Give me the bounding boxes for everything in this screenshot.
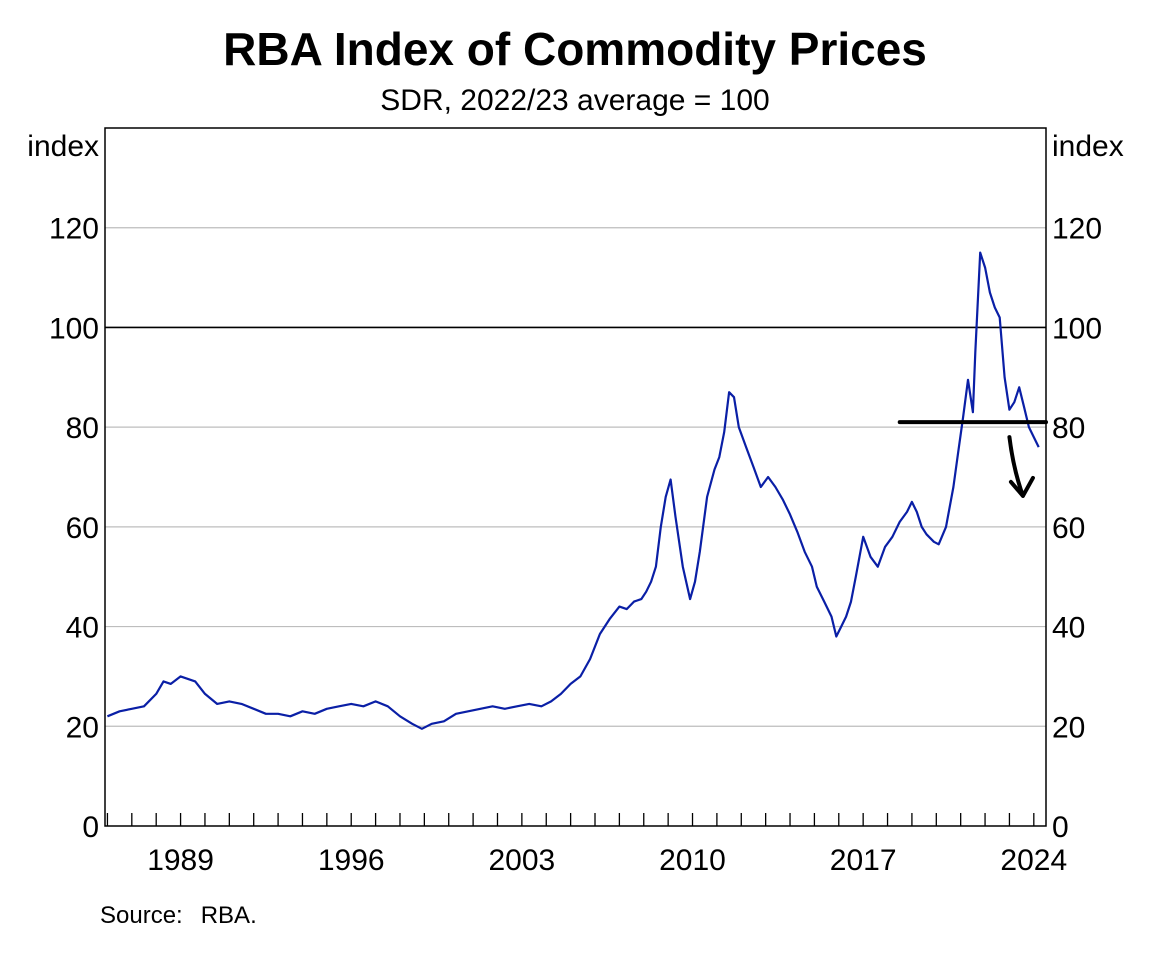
source-value: RBA.	[200, 902, 257, 929]
x-label-1996: 1996	[318, 844, 385, 877]
y-tick-right-20: 20	[1052, 711, 1085, 744]
y-tick-right-100: 100	[1052, 312, 1102, 345]
y-tick-left-60: 60	[66, 512, 99, 545]
x-label-2017: 2017	[830, 844, 897, 877]
y-tick-right-0: 0	[1052, 811, 1069, 844]
y-tick-right-80: 80	[1052, 412, 1085, 445]
chart-title: RBA Index of Commodity Prices	[223, 23, 927, 75]
plot-frame	[104, 127, 1047, 827]
gridlines	[105, 227, 1046, 727]
source-label: Source:	[100, 902, 183, 929]
annotations	[897, 420, 1048, 498]
x-label-2010: 2010	[659, 844, 726, 877]
source-note: Source: RBA.	[100, 902, 257, 930]
x-label-1989: 1989	[147, 844, 214, 877]
y-tick-left-100: 100	[49, 312, 99, 345]
y-tick-left-0: 0	[82, 811, 99, 844]
series-layer	[106, 251, 1040, 730]
y-axis-right-labels: 0 20 40 60 80 100 120	[1052, 213, 1102, 844]
chart-subtitle: SDR, 2022/23 average = 100	[380, 84, 770, 117]
x-label-2024: 2024	[1000, 844, 1067, 877]
x-axis-labels: 1989 1996 2003 2010 2017 2024	[147, 844, 1067, 877]
y-tick-left-80: 80	[66, 412, 99, 445]
y-tick-right-60: 60	[1052, 512, 1085, 545]
x-axis-ticks	[106, 813, 1035, 826]
y-tick-left-120: 120	[49, 213, 99, 246]
y-axis-right-unit: index	[1052, 130, 1124, 163]
y-tick-right-40: 40	[1052, 612, 1085, 645]
series-line-commodity-index	[106, 251, 1040, 730]
x-label-2003: 2003	[488, 844, 555, 877]
y-tick-right-120: 120	[1052, 213, 1102, 246]
y-axis-left-unit: index	[27, 130, 99, 163]
y-axis-left-labels: 0 20 40 60 80 100 120	[49, 213, 99, 844]
annotation-down-arrow	[1007, 435, 1035, 498]
y-tick-left-20: 20	[66, 711, 99, 744]
y-tick-left-40: 40	[66, 612, 99, 645]
